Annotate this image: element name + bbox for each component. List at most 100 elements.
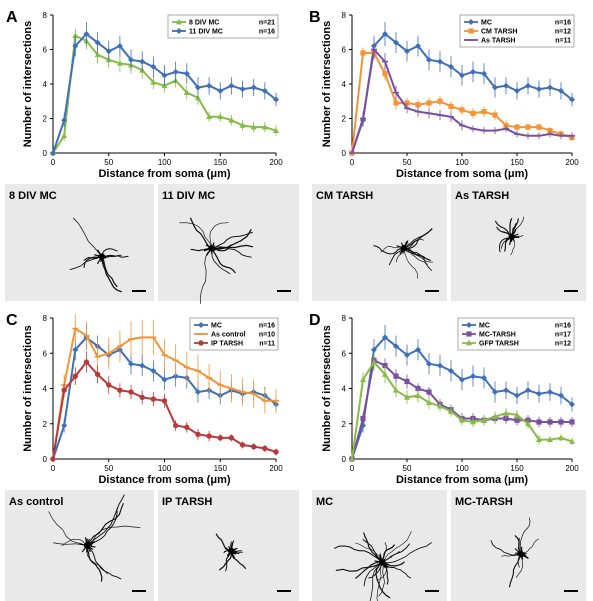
neuron-cell — [48, 494, 141, 582]
data-point — [273, 96, 279, 103]
x-tick-label: 100 — [455, 464, 469, 473]
y-tick-label: 0 — [43, 149, 48, 158]
neuron-cell — [490, 517, 539, 588]
data-point — [106, 382, 112, 388]
data-point — [239, 442, 246, 448]
data-point — [273, 449, 279, 455]
legend-entry: 11 DIV MC n=16 — [172, 28, 275, 36]
neuron-cell — [333, 531, 432, 601]
neurite — [381, 531, 412, 563]
data-point — [426, 56, 432, 63]
neurite — [101, 248, 118, 257]
y-tick-label: 8 — [43, 314, 48, 323]
y-tick-label: 8 — [43, 11, 48, 20]
data-point — [206, 433, 212, 439]
x-tick-label: 100 — [158, 464, 172, 473]
legend: MC n=16 CM TARSH n=12 As TARSH n=11 — [459, 14, 575, 48]
data-point — [382, 30, 388, 37]
y-tick-label: 4 — [43, 385, 48, 394]
x-tick-label: 100 — [158, 158, 172, 167]
data-point — [426, 399, 432, 405]
x-tick-label: 200 — [269, 158, 283, 167]
legend-series-name: MC-TARSH — [479, 332, 516, 339]
data-point — [503, 82, 509, 89]
chart-panel-c: C 0 2 4 6 8 0 50 100 150 200 Distance from soma (μm… — [6, 312, 283, 486]
legend-series-n: n=17 — [555, 332, 571, 339]
data-point — [481, 70, 487, 77]
neurite — [508, 553, 522, 588]
neurite — [333, 545, 383, 563]
data-point — [415, 102, 421, 108]
legend-series-name: 8 DIV MC — [189, 20, 219, 27]
micrograph-background — [451, 184, 586, 301]
data-point — [536, 419, 542, 425]
legend-series-n: n=21 — [259, 20, 275, 27]
data-point — [459, 107, 465, 113]
micrograph-panel: CM TARSH — [312, 184, 447, 301]
series-as-tarsh — [349, 40, 575, 154]
y-tick-label: 0 — [342, 149, 347, 158]
micrograph-label: IP TARSH — [162, 496, 212, 508]
neurite — [86, 507, 118, 546]
data-point — [525, 124, 531, 130]
data-point — [481, 374, 487, 381]
x-tick-label: 200 — [565, 464, 579, 473]
data-point — [514, 411, 520, 418]
neurite — [381, 542, 432, 564]
legend-entry: MC n=16 — [464, 19, 571, 27]
data-point — [161, 398, 168, 404]
data-point — [536, 390, 542, 397]
data-point — [470, 68, 476, 75]
neurite — [211, 246, 252, 258]
neurite — [363, 561, 383, 587]
data-point — [536, 436, 542, 443]
x-tick-label: 50 — [104, 158, 113, 167]
neurite — [86, 525, 141, 546]
data-point — [393, 387, 399, 393]
data-point — [72, 43, 79, 50]
data-point — [239, 122, 246, 128]
data-point — [128, 56, 135, 63]
micrograph-label: As control — [9, 496, 63, 508]
micrograph-panel: As TARSH — [451, 184, 586, 301]
data-point — [492, 389, 498, 396]
data-point — [184, 424, 190, 430]
data-point — [426, 100, 432, 106]
data-point — [481, 417, 487, 423]
legend-swatch-marker — [176, 28, 182, 34]
data-point — [547, 436, 553, 443]
series-as-control — [50, 314, 279, 460]
neurite — [209, 222, 229, 249]
neurite — [86, 545, 122, 580]
data-point — [558, 419, 564, 425]
y-axis-title: Number of intersections — [321, 21, 333, 148]
data-point — [437, 98, 443, 104]
series-cm-tarsh — [349, 46, 575, 156]
micrograph-background — [312, 184, 447, 301]
neurite — [48, 511, 88, 546]
x-tick-label: 0 — [350, 158, 355, 167]
micrograph-panel: As control — [5, 490, 154, 601]
data-point — [94, 39, 101, 46]
data-point — [195, 431, 201, 438]
legend-series-name: CM TARSH — [481, 29, 517, 36]
legend-series-name: MC — [211, 323, 222, 330]
soma — [228, 547, 235, 555]
y-tick-label: 0 — [342, 455, 347, 464]
series-11-div-mc — [50, 21, 279, 156]
data-point — [150, 367, 157, 374]
legend-entry: GFP TARSH n=12 — [462, 339, 571, 348]
legend-swatch-marker — [466, 331, 472, 337]
neurite — [376, 561, 383, 601]
data-point — [415, 346, 421, 353]
data-point — [382, 334, 388, 341]
data-point — [470, 373, 476, 380]
neuron-cell — [215, 533, 247, 572]
data-point — [536, 124, 542, 130]
data-point — [382, 371, 388, 377]
data-point — [371, 358, 377, 365]
data-point — [481, 109, 487, 115]
x-tick-label: 200 — [565, 158, 579, 167]
legend-box — [457, 317, 575, 351]
